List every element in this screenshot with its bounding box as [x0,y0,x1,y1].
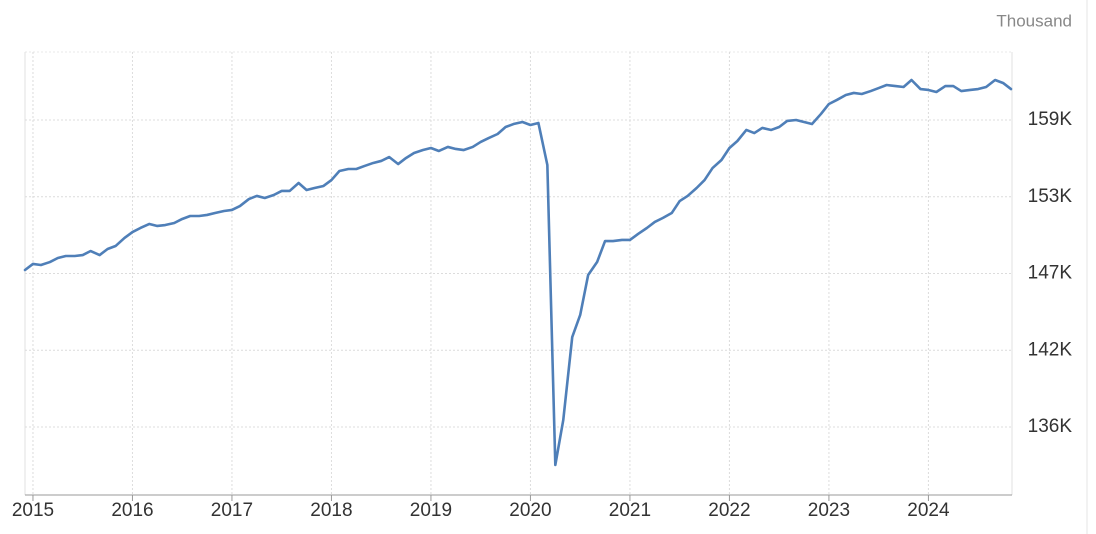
x-tick-label: 2024 [907,500,950,521]
y-tick-label: 142K [1028,339,1073,360]
x-tick-label: 2019 [410,500,452,521]
unit-label: Thousand [996,11,1072,30]
y-tick-label: 153K [1028,186,1073,207]
x-tick-label: 2018 [310,500,352,521]
x-tick-label: 2015 [12,500,54,521]
y-tick-label: 147K [1028,263,1073,284]
series-line [23,78,1013,467]
x-tick-label: 2022 [708,500,750,521]
y-tick-label: 136K [1028,416,1073,437]
y-tick-label: 159K [1028,109,1073,130]
x-tick-label: 2020 [509,500,551,521]
x-tick-label: 2016 [111,500,153,521]
x-tick-label: 2023 [808,500,850,521]
x-tick-label: 2021 [609,500,651,521]
x-tick-label: 2017 [211,500,253,521]
